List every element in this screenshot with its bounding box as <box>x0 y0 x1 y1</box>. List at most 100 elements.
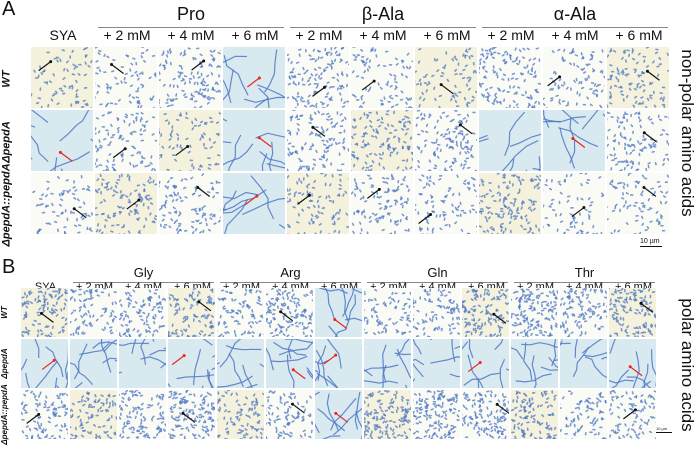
micrograph-panel <box>351 47 413 108</box>
group-header: α-Ala <box>482 4 668 25</box>
column-header-condition: + 4 mM <box>159 27 223 43</box>
micrograph-panel <box>119 288 166 337</box>
micrograph-panel <box>223 47 285 108</box>
column-header-condition: + 2 mM <box>95 27 159 43</box>
micrograph-panel <box>21 339 68 388</box>
group-name: Pro <box>177 4 205 24</box>
group-header: Thr <box>514 265 655 280</box>
micrograph-panel <box>511 339 558 388</box>
micrograph-panel <box>287 110 349 171</box>
micrograph-panel <box>413 390 460 439</box>
panel-b-side-label: polar amino acids <box>677 295 696 435</box>
micrograph-panel <box>70 339 117 388</box>
micrograph-panel <box>415 110 477 171</box>
micrograph-panel <box>315 288 362 337</box>
micrograph-panel <box>21 390 68 439</box>
micrograph-panel <box>351 110 413 171</box>
column-header-condition: + 6 mM <box>223 27 287 43</box>
micrograph-panel <box>168 288 215 337</box>
micrograph-panel <box>95 110 157 171</box>
micrograph-panel <box>609 339 656 388</box>
micrograph-panel <box>266 339 313 388</box>
micrograph-panel <box>217 339 264 388</box>
micrograph-panel <box>364 390 411 439</box>
row-label: ΔpepdA::pepdA <box>0 163 12 246</box>
group-header: Arg <box>220 265 361 280</box>
micrograph-panel <box>266 288 313 337</box>
column-header-condition: + 2 mM <box>287 27 351 43</box>
panel-a-letter: A <box>2 0 15 21</box>
micrograph-panel <box>607 47 669 108</box>
micrograph-panel <box>543 110 605 171</box>
panel-b-letter: B <box>2 256 15 279</box>
micrograph-panel <box>607 110 669 171</box>
group-name: Arg <box>280 265 300 280</box>
group-header: β-Ala <box>290 4 476 25</box>
micrograph-panel <box>31 110 93 171</box>
group-name: Gln <box>427 265 447 280</box>
micrograph-panel <box>287 47 349 108</box>
micrograph-panel <box>217 288 264 337</box>
panel-b-scale-bar: 10 µm <box>656 426 672 433</box>
micrograph-panel <box>413 339 460 388</box>
column-header-control: SYA <box>31 27 95 43</box>
micrograph-panel <box>95 47 157 108</box>
group-header: Pro <box>98 4 284 25</box>
group-header: Gly <box>73 265 214 280</box>
micrograph-panel <box>119 339 166 388</box>
group-header: Gln <box>367 265 508 280</box>
micrograph-panel <box>159 173 221 234</box>
micrograph-panel <box>31 47 93 108</box>
micrograph-panel <box>560 288 607 337</box>
column-header-condition: + 6 mM <box>607 27 671 43</box>
micrograph-panel <box>168 339 215 388</box>
micrograph-panel <box>607 173 669 234</box>
micrograph-panel <box>266 390 313 439</box>
micrograph-panel <box>287 173 349 234</box>
micrograph-panel <box>31 173 93 234</box>
micrograph-panel <box>479 47 541 108</box>
micrograph-panel <box>609 288 656 337</box>
column-header-condition: + 4 mM <box>351 27 415 43</box>
column-header-condition: + 6 mM <box>415 27 479 43</box>
micrograph-panel <box>462 390 509 439</box>
micrograph-panel <box>560 390 607 439</box>
micrograph-panel <box>223 110 285 171</box>
micrograph-panel <box>159 47 221 108</box>
micrograph-panel <box>462 288 509 337</box>
micrograph-panel <box>217 390 264 439</box>
micrograph-panel <box>609 390 656 439</box>
scale-bar-label: 10 µm <box>640 238 660 245</box>
group-name: β-Ala <box>362 4 404 24</box>
scale-bar-label: 10 µm <box>656 426 667 431</box>
panel-a-scale-bar: 10 µm <box>640 238 662 247</box>
group-name: α-Ala <box>554 4 596 24</box>
column-header-condition: + 4 mM <box>543 27 607 43</box>
micrograph-panel <box>315 339 362 388</box>
micrograph-panel <box>95 173 157 234</box>
micrograph-panel <box>479 173 541 234</box>
micrograph-panel <box>415 173 477 234</box>
column-header-condition: + 2 mM <box>479 27 543 43</box>
micrograph-panel <box>560 339 607 388</box>
micrograph-panel <box>415 47 477 108</box>
micrograph-panel <box>21 288 68 337</box>
micrograph-panel <box>223 173 285 234</box>
micrograph-panel <box>70 288 117 337</box>
micrograph-panel <box>479 110 541 171</box>
micrograph-panel <box>119 390 166 439</box>
micrograph-panel <box>511 390 558 439</box>
micrograph-panel <box>351 173 413 234</box>
row-label: ΔpepdA::pepdA <box>0 379 9 450</box>
micrograph-panel <box>543 173 605 234</box>
micrograph-panel <box>462 339 509 388</box>
micrograph-panel <box>168 390 215 439</box>
panel-a-side-label: non-polar amino acids <box>677 43 696 223</box>
micrograph-panel <box>364 288 411 337</box>
micrograph-panel <box>315 390 362 439</box>
micrograph-panel <box>511 288 558 337</box>
micrograph-panel <box>364 339 411 388</box>
group-name: Thr <box>575 265 595 280</box>
group-name: Gly <box>134 265 154 280</box>
micrograph-panel <box>70 390 117 439</box>
